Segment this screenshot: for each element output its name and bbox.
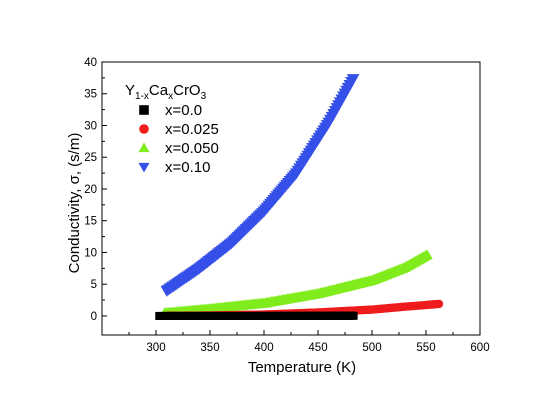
legend-marker: [138, 162, 150, 173]
x-tick-label: 450: [308, 342, 327, 354]
y-tick-label: 0: [91, 311, 97, 323]
y-axis-title: Conductivity, σ, (s/m): [66, 133, 83, 274]
data-point: [349, 311, 358, 320]
data-point: [434, 299, 444, 309]
legend-title-subscript: x: [168, 91, 173, 102]
y-tick-label: 5: [91, 279, 97, 291]
y-tick-label: 10: [84, 247, 97, 259]
y-tick-label: 15: [84, 216, 97, 228]
x-tick-label: 400: [254, 342, 273, 354]
legend-label: x=0.050: [165, 140, 219, 157]
legend-marker: [138, 142, 150, 153]
series-x=0.0: [155, 311, 358, 320]
x-tick-label: 350: [200, 342, 219, 354]
legend-label: x=0.0: [165, 102, 202, 119]
x-tick-label: 300: [146, 342, 165, 354]
legend-title-subscript: 1-x: [135, 91, 149, 102]
legend-title: Y1-xCaxCrO3: [125, 82, 207, 102]
data-point: [421, 249, 433, 260]
legend-title-subscript: 3: [201, 91, 207, 102]
x-tick-label: 600: [470, 342, 489, 354]
y-tick-label: 35: [84, 89, 97, 101]
legend-label: x=0.10: [165, 159, 210, 176]
legend-title-text: CrO: [173, 82, 201, 99]
x-tick-label: 500: [362, 342, 381, 354]
y-tick-label: 25: [84, 152, 97, 164]
legend-label: x=0.025: [165, 121, 219, 138]
y-tick-label: 20: [84, 184, 97, 196]
data-layer: [155, 74, 444, 320]
legend-title-text: Ca: [149, 82, 169, 99]
y-tick-label: 40: [84, 57, 97, 69]
y-tick-label: 30: [84, 120, 97, 132]
legend-marker: [139, 124, 149, 134]
legend-marker: [139, 105, 149, 115]
x-tick-label: 550: [416, 342, 435, 354]
series-x=0.10: [160, 74, 360, 297]
x-axis-title: Temperature (K): [248, 359, 356, 376]
axis-layer: 300 350 400 450 500 550 600 0 5 10 15 20 25 30 35 40: [84, 57, 489, 354]
legend-title-text: Y: [125, 82, 135, 99]
data-point: [346, 74, 360, 86]
